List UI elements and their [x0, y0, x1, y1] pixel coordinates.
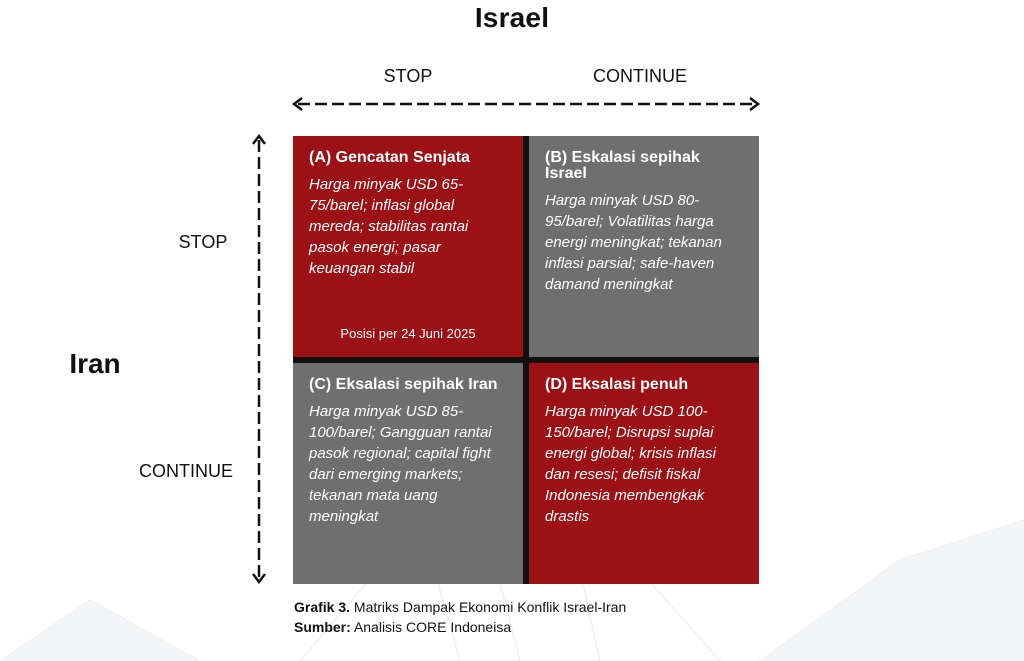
caption-source-label: Sumber: — [294, 619, 351, 635]
cell-d-title: (D) Eksalasi penuh — [545, 376, 689, 393]
cell-a-body: Harga minyak USD 65-75/barel; inflasi gl… — [309, 176, 469, 277]
side-axis-title: Iran — [69, 348, 121, 379]
figure-caption: Grafik 3. Matriks Dampak Ekonomi Konflik… — [294, 597, 626, 637]
cell-d-body: Harga minyak USD 100-150/barel; Disrupsi… — [545, 403, 716, 525]
caption-line-title: Grafik 3. Matriks Dampak Ekonomi Konflik… — [294, 597, 626, 617]
caption-figure-text: Matriks Dampak Ekonomi Konflik Israel-Ir… — [353, 599, 627, 615]
matrix-cell-b: (B) Eskalasi sepihak Israel Harga minyak… — [529, 136, 759, 357]
column-label-continue: CONTINUE — [593, 66, 687, 86]
matrix-cell-a: (A) Gencatan Senjata Harga minyak USD 65… — [293, 136, 523, 357]
cell-b-body: Harga minyak USD 80-95/barel; Volatilita… — [545, 192, 722, 293]
matrix-cell-c: (C) Eksalasi sepihak Iran Harga minyak U… — [293, 363, 523, 584]
row-label-stop: STOP — [178, 232, 228, 252]
cell-a-note: Posisi per 24 Juni 2025 — [340, 326, 476, 341]
vertical-double-arrow — [252, 133, 266, 585]
cell-c-title: (C) Eksalasi sepihak Iran — [309, 376, 498, 393]
row-label-continue: CONTINUE — [139, 461, 233, 481]
cell-c-body: Harga minyak USD 85-100/barel; Gangguan … — [309, 403, 492, 525]
horizontal-double-arrow — [291, 97, 761, 111]
caption-line-source: Sumber: Analisis CORE Indoneisa — [294, 617, 626, 637]
top-axis-title: Israel — [474, 2, 550, 33]
caption-figure-label: Grafik 3. — [294, 599, 351, 615]
matrix-cell-d: (D) Eksalasi penuh Harga minyak USD 100-… — [529, 363, 759, 584]
cell-a-title: (A) Gencatan Senjata — [309, 149, 470, 166]
caption-source-text: Analisis CORE Indoneisa — [353, 619, 512, 635]
cell-b-title: (B) Eskalasi sepihak Israel — [545, 149, 700, 182]
impact-matrix: (A) Gencatan Senjata Harga minyak USD 65… — [293, 136, 759, 584]
column-label-stop: STOP — [383, 66, 433, 86]
